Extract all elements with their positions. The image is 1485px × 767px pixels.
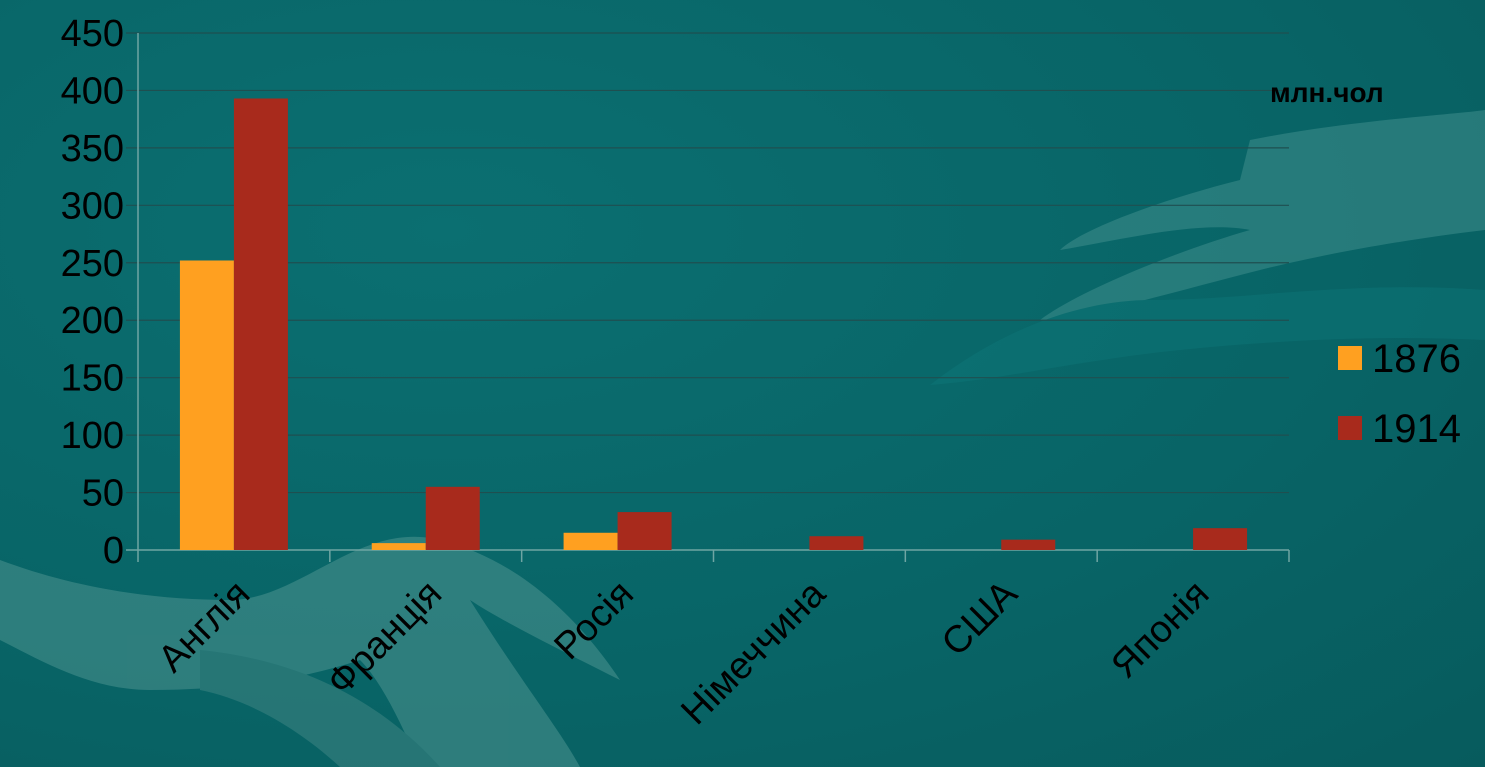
y-tick-label: 150	[61, 358, 124, 400]
legend-item-1876: 1876	[1338, 337, 1461, 381]
axes	[137, 33, 1290, 562]
legend-item-1914: 1914	[1338, 407, 1461, 451]
y-tick-label: 200	[61, 300, 124, 342]
y-tick-label: 300	[61, 185, 124, 227]
y-tick-label: 100	[61, 415, 124, 457]
y-tick-label: 400	[61, 70, 124, 112]
y-tick-label: 350	[61, 128, 124, 170]
bar-1876-2	[563, 532, 618, 550]
bar-1876-1	[371, 543, 426, 550]
bar-1914-5	[1193, 528, 1248, 550]
bars	[179, 98, 1248, 550]
legend: 1876 1914	[1338, 337, 1461, 451]
bar-1914-2	[617, 512, 672, 550]
y-tick-label: 250	[61, 243, 124, 285]
bar-1914-1	[425, 486, 480, 550]
gridlines	[126, 32, 1289, 551]
unit-label: млн.чол	[1270, 77, 1384, 108]
legend-swatch-1876	[1338, 346, 1362, 370]
bar-1914-4	[1001, 539, 1056, 550]
bar-1876-0	[179, 260, 234, 550]
y-tick-label: 0	[103, 530, 124, 572]
x-category-label: США	[934, 572, 1026, 664]
legend-label-1876: 1876	[1372, 337, 1461, 381]
x-category-label: Японія	[1103, 573, 1217, 687]
y-tick-label: 450	[61, 13, 124, 55]
background-decoration	[0, 110, 1485, 767]
legend-swatch-1914	[1338, 416, 1362, 440]
y-tick-label: 50	[82, 473, 124, 515]
bar-1914-3	[809, 536, 864, 550]
x-category-label: Німеччина	[673, 572, 834, 733]
legend-label-1914: 1914	[1372, 407, 1461, 451]
bar-1914-0	[233, 98, 288, 550]
y-axis-tick-labels: 0 50 100 150 200 250 300 350 400 450	[61, 13, 124, 572]
